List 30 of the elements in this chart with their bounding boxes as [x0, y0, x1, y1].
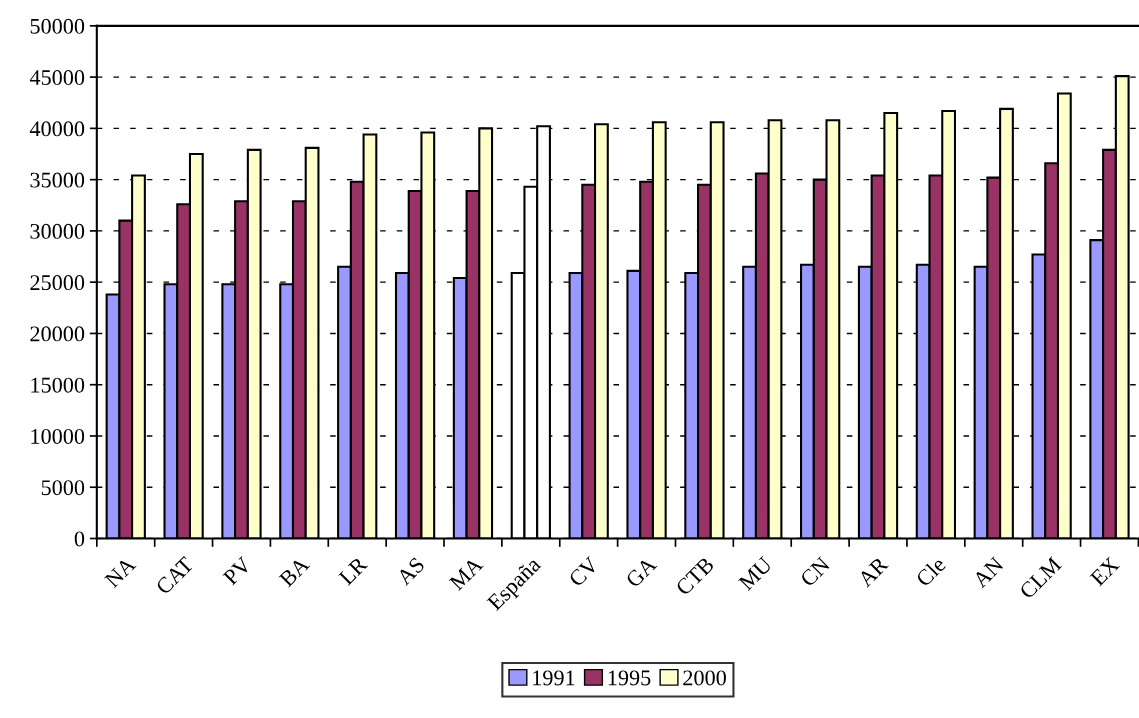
x-tick-label: PV	[222, 555, 253, 586]
y-tick-label: 50000	[30, 18, 85, 34]
x-tick-label: LR	[338, 555, 369, 586]
legend-label: 1995	[608, 670, 651, 686]
legend-label: 2000	[683, 670, 726, 686]
y-tick-label: 35000	[30, 172, 85, 188]
x-tick-label: MA	[448, 555, 484, 591]
x-tick-label: EX	[1089, 556, 1121, 587]
x-tick-label: NA	[104, 555, 137, 589]
x-tick-label: CN	[799, 556, 831, 588]
x-tick-label: CAT	[155, 555, 195, 596]
y-tick-label: 5000	[41, 480, 85, 496]
y-tick-label: 0	[74, 531, 85, 547]
x-tick-label: Cle	[914, 555, 947, 588]
x-tick-label: MU	[738, 556, 774, 592]
x-tick-label: GA	[625, 555, 658, 589]
y-tick-label: 20000	[30, 326, 85, 342]
x-tick-label: AR	[856, 555, 889, 588]
x-tick-label: CTB	[675, 556, 715, 597]
y-tick-label: 30000	[30, 223, 85, 239]
x-tick-label: AN	[971, 556, 1005, 589]
y-tick-label: 25000	[30, 275, 85, 291]
x-tick-label: BA	[278, 555, 311, 588]
y-tick-label: 40000	[29, 121, 85, 137]
x-tick-label: CV	[568, 555, 600, 588]
legend-label: 1991	[533, 670, 575, 686]
x-tick-label: AS	[395, 556, 426, 587]
y-tick-label: 45000	[29, 70, 85, 86]
y-tick-label: 10000	[31, 428, 85, 444]
y-tick-label: 15000	[31, 377, 85, 393]
